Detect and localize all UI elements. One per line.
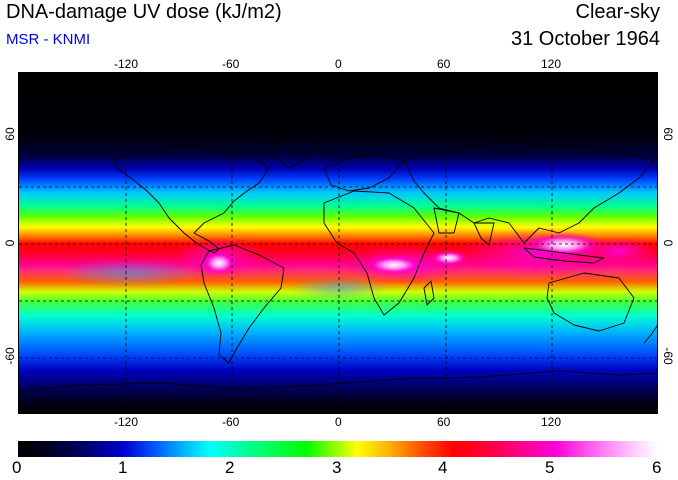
- lon-label-bottom-0: 0: [335, 415, 342, 429]
- colorbar-label-3: 3: [332, 458, 342, 477]
- colorbar-label-2: 2: [225, 458, 235, 477]
- lon-label-top-0: 0: [335, 57, 342, 71]
- uv-dose-map: [18, 72, 658, 414]
- colorbar: [18, 441, 658, 457]
- lat-label-right-0: 0: [661, 239, 675, 247]
- colorbar-label-6: 6: [652, 458, 662, 477]
- condition-label: Clear-sky: [575, 1, 660, 23]
- lon-label-top-m60: -60: [222, 57, 240, 71]
- coastlines: [19, 127, 657, 392]
- lon-label-bottom-120: 120: [541, 415, 562, 429]
- lat-label-left-m60: -60: [3, 347, 17, 365]
- colorbar-label-0: 0: [12, 458, 22, 477]
- colorbar-label-1: 1: [118, 458, 128, 477]
- date-label: 31 October 1964: [511, 28, 660, 50]
- lon-label-bottom-m120: -120: [114, 415, 139, 429]
- lat-label-right-m60: -60: [661, 347, 675, 365]
- lon-label-top-m120: -120: [114, 57, 139, 71]
- lon-label-top-60: 60: [437, 57, 451, 71]
- uv-dose-field: [19, 73, 657, 413]
- lon-label-top-120: 120: [541, 57, 562, 71]
- source-label: MSR - KNMI: [6, 31, 91, 48]
- colorbar-label-5: 5: [545, 458, 555, 477]
- map-title: DNA-damage UV dose (kJ/m2): [6, 1, 282, 23]
- lon-label-bottom-60: 60: [437, 415, 451, 429]
- lat-label-right-60: 60: [661, 127, 675, 141]
- lat-label-left-60: 60: [3, 127, 17, 141]
- colorbar-label-4: 4: [438, 458, 448, 477]
- lat-label-left-0: 0: [3, 239, 17, 247]
- lon-label-bottom-m60: -60: [222, 415, 240, 429]
